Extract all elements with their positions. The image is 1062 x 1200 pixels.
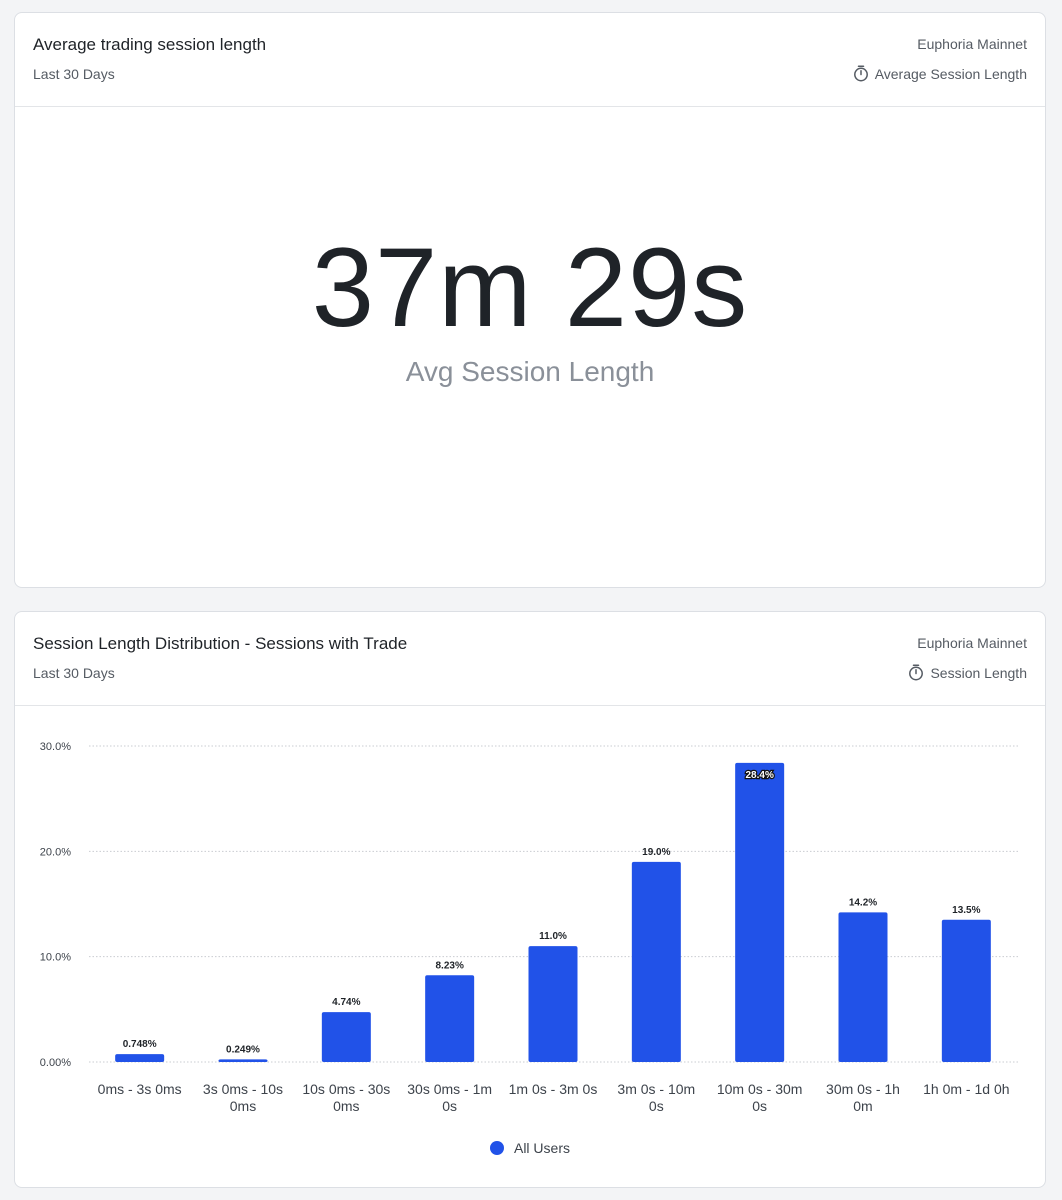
x-tick-label: 0ms - 3s 0ms [98, 1081, 182, 1097]
x-tick-label: 0s [649, 1098, 664, 1114]
avg-session-value: 37m 29s [311, 225, 749, 350]
x-tick-label: 30s 0ms - 1m [407, 1081, 492, 1097]
data-label: 8.23% [435, 960, 463, 971]
stopwatch-icon [908, 664, 924, 681]
card-header: Average trading session length Last 30 D… [15, 13, 1045, 107]
session-distribution-card: Session Length Distribution - Sessions w… [14, 611, 1046, 1188]
x-tick-label: 0s [442, 1098, 457, 1114]
y-tick-label: 0.00% [40, 1057, 71, 1069]
x-tick-label: 10m 0s - 30m [717, 1081, 803, 1097]
y-tick-label: 30.0% [40, 741, 71, 753]
x-tick-label: 0m [853, 1098, 872, 1114]
metric-label-text: Average Session Length [874, 65, 1027, 82]
card-time-range: Last 30 Days [33, 66, 115, 82]
x-tick-label: 1m 0s - 3m 0s [509, 1081, 598, 1097]
card-title: Average trading session length [33, 35, 267, 54]
avg-session-value-label: Avg Session Length [405, 356, 655, 387]
x-tick-label: 0ms [333, 1098, 359, 1114]
x-tick-label: 0ms [230, 1098, 256, 1114]
bar [838, 912, 888, 1062]
x-tick-label: 10s 0ms - 30s [302, 1081, 390, 1097]
legend-swatch [489, 1141, 504, 1155]
card-time-range: Last 30 Days [33, 665, 115, 681]
data-label: 4.74% [332, 997, 360, 1008]
session-length-bar-chart: 0.00% 10.0% 20.0% 30.0% 0.748% 0ms - 3s 0ms 0.… [40, 741, 1019, 1114]
bar [941, 919, 991, 1062]
legend-label: All Users [513, 1140, 570, 1156]
card-header: Session Length Distribution - Sessions w… [15, 612, 1045, 706]
x-tick-label: 3m 0s - 10m [617, 1081, 695, 1097]
card-title: Session Length Distribution - Sessions w… [33, 634, 408, 653]
chart-legend[interactable]: All Users [15, 1140, 1045, 1156]
network-label: Euphoria Mainnet [917, 36, 1027, 52]
metric-label: Average Session Length [853, 65, 1027, 82]
metric-label: Session Length [908, 664, 1027, 681]
x-tick-label: 3s 0ms - 10s [203, 1081, 283, 1097]
data-label: 0.249% [226, 1044, 260, 1055]
y-tick-label: 20.0% [40, 846, 71, 858]
data-label: 19.0% [642, 847, 670, 858]
network-label: Euphoria Mainnet [917, 635, 1027, 651]
x-tick-label: 0s [752, 1098, 767, 1114]
bar [115, 1054, 165, 1062]
x-tick-label: 30m 0s - 1h [826, 1081, 900, 1097]
metric-label-text: Session Length [930, 664, 1027, 681]
bar [425, 975, 475, 1062]
bar [631, 861, 681, 1062]
bar [528, 946, 578, 1062]
x-tick-label: 1h 0m - 1d 0h [923, 1081, 1009, 1097]
data-label: 28.4% [745, 770, 773, 781]
bar [735, 762, 785, 1062]
bar [321, 1012, 371, 1062]
bar [218, 1059, 268, 1062]
data-label: 0.748% [123, 1039, 157, 1050]
data-label: 13.5% [952, 905, 980, 916]
data-label: 11.0% [539, 931, 567, 942]
avg-session-card: Average trading session length Last 30 D… [14, 12, 1046, 588]
data-label: 14.2% [849, 897, 877, 908]
stopwatch-icon [853, 65, 869, 82]
y-tick-label: 10.0% [40, 952, 71, 964]
